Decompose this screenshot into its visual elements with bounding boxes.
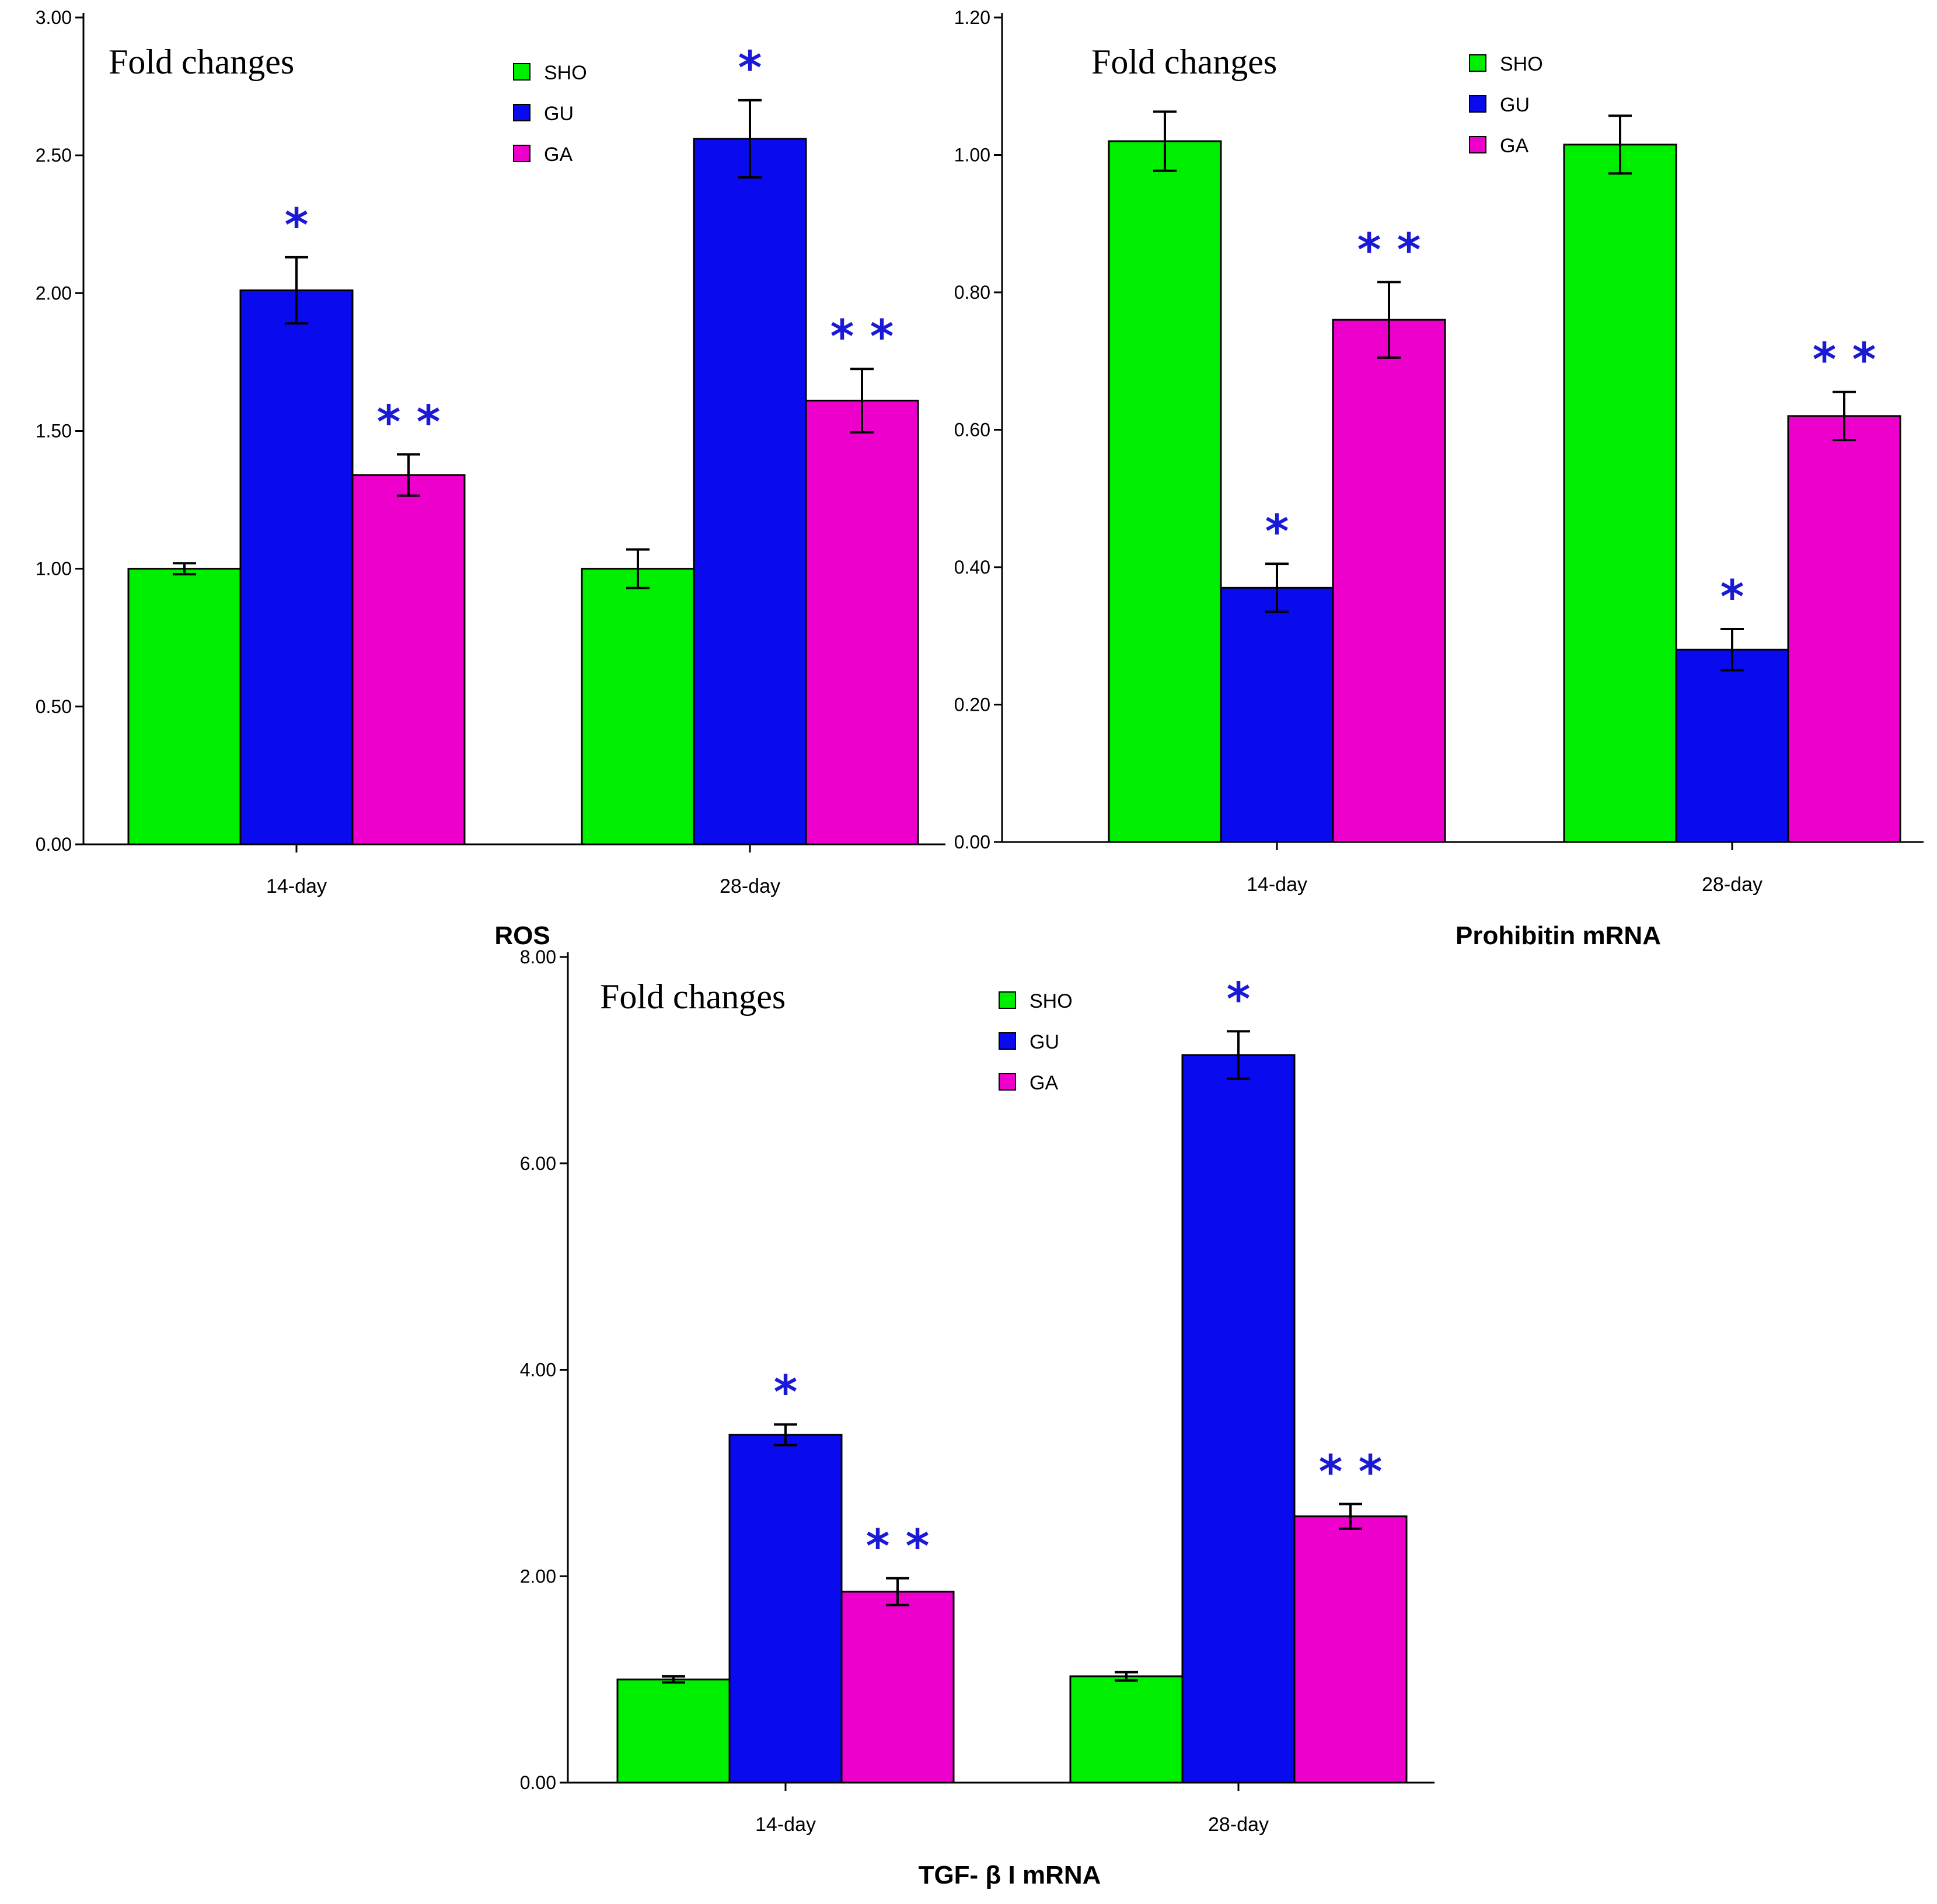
x-tick-label: 14-day [1247, 874, 1307, 896]
tgf-panel: 0.00 2.00 4.00 6.00 8.00 Fold changes * * * 14-d… [520, 946, 1435, 1889]
ros-panel: 0.00 0.50 1.00 1.50 2.00 2.50 3.00 Fold changes… [36, 7, 945, 950]
legend-label: GA [1500, 135, 1528, 157]
legend-label: GA [1029, 1072, 1058, 1094]
bar-ga [351, 474, 466, 846]
legend-label: GU [1500, 94, 1530, 116]
y-tick-label: 6.00 [520, 1153, 556, 1174]
y-tick-label: 0.50 [36, 696, 72, 717]
y-tick-label: 0.20 [954, 694, 990, 715]
significance-mark: * [738, 43, 762, 95]
significance-mark: * [1227, 973, 1251, 1026]
bar-gu [728, 1434, 843, 1784]
y-tick-label: 0.40 [954, 557, 990, 578]
y-tick-label: 1.50 [36, 421, 72, 442]
legend-label: SHO [1500, 53, 1543, 75]
bar-gu [1675, 648, 1789, 843]
bar-ga [840, 1591, 955, 1784]
bar-gu [693, 138, 807, 846]
significance-mark: * * [1357, 224, 1421, 277]
y-tick-label: 0.80 [954, 282, 990, 303]
significance-mark: * * [830, 311, 894, 364]
bar-gu [239, 289, 354, 846]
x-tick-label: 28-day [720, 875, 780, 897]
bar-gu [1181, 1054, 1296, 1784]
y-tick-label: 1.00 [954, 145, 990, 166]
y-axis-label: Fold changes [1091, 43, 1277, 81]
y-tick-label: 8.00 [520, 946, 556, 967]
x-axis-label: Prohibitin mRNA [1456, 921, 1661, 950]
bar-ga [1787, 415, 1901, 843]
x-tick-label: 14-day [266, 875, 327, 897]
bar-ga [1332, 319, 1446, 843]
significance-mark: * * [1319, 1446, 1383, 1498]
legend-swatch-gu [999, 1032, 1016, 1050]
y-tick-label: 2.50 [36, 145, 72, 166]
bar-sho [1563, 144, 1677, 843]
legend-label: SHO [1029, 990, 1073, 1012]
significance-mark: * [1720, 571, 1744, 624]
legend-swatch-ga [513, 145, 531, 162]
y-axis-label: Fold changes [109, 43, 294, 81]
bar-ga [1293, 1515, 1408, 1784]
prohibitin-panel: 0.00 0.20 0.40 0.60 0.80 1.00 1.20 Fold changes… [954, 7, 1924, 950]
bar-sho [127, 568, 242, 846]
legend-swatch-ga [999, 1073, 1016, 1091]
y-tick-label: 1.00 [36, 558, 72, 579]
x-tick-label: 28-day [1702, 874, 1763, 896]
x-tick-label: 14-day [755, 1814, 816, 1836]
legend-swatch-sho [999, 991, 1016, 1009]
significance-mark: * [774, 1367, 798, 1419]
y-tick-label: 2.00 [520, 1566, 556, 1587]
y-tick-label: 1.20 [954, 7, 990, 28]
y-axis-label: Fold changes [600, 977, 786, 1016]
x-axis-label: ROS [494, 921, 550, 950]
x-axis-label: TGF- β I mRNA [919, 1861, 1101, 1889]
significance-mark: * [285, 200, 309, 252]
y-tick-label: 3.00 [36, 7, 72, 28]
legend-swatch-gu [1469, 95, 1486, 113]
y-tick-label: 2.00 [36, 282, 72, 303]
legend-swatch-sho [1469, 54, 1486, 72]
bar-ga [805, 400, 919, 846]
bar-sho [581, 568, 695, 846]
y-tick-label: 0.60 [954, 420, 990, 441]
bar-sho [616, 1678, 731, 1784]
y-tick-label: 0.00 [520, 1772, 556, 1793]
significance-mark: * [1265, 506, 1289, 558]
x-tick-label: 28-day [1208, 1814, 1269, 1836]
bar-gu [1220, 586, 1334, 843]
legend-label: GA [544, 144, 573, 166]
legend-label: GU [1029, 1031, 1059, 1053]
bar-sho [1108, 140, 1222, 843]
legend-label: SHO [544, 62, 587, 84]
legend-label: GU [544, 103, 574, 125]
legend-swatch-ga [1469, 136, 1486, 153]
y-tick-label: 0.00 [36, 834, 72, 855]
y-tick-label: 0.00 [954, 832, 990, 853]
legend-swatch-sho [513, 63, 531, 81]
significance-mark: * * [866, 1521, 930, 1573]
significance-mark: * * [1813, 334, 1876, 387]
significance-mark: * * [377, 397, 441, 449]
legend-swatch-gu [513, 104, 531, 121]
y-tick-label: 4.00 [520, 1360, 556, 1381]
bar-sho [1069, 1675, 1184, 1784]
